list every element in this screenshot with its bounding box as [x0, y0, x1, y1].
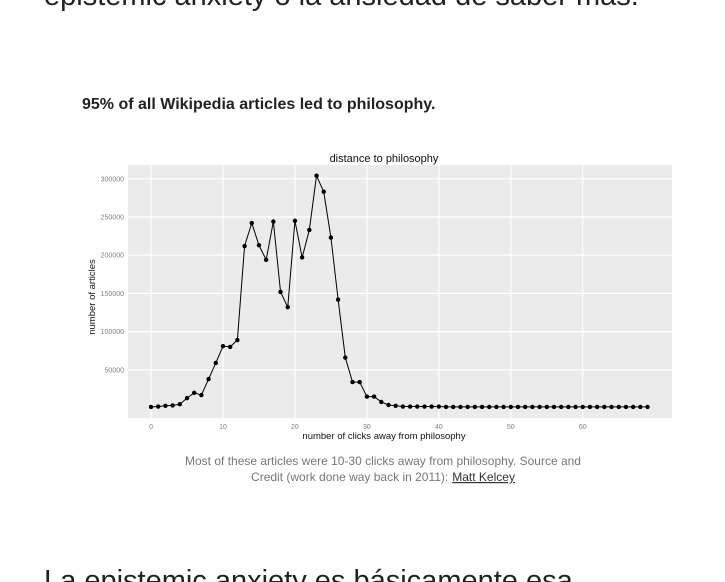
point	[451, 404, 456, 410]
point	[292, 218, 298, 223]
point	[256, 243, 262, 248]
x-tick-label: 10	[219, 424, 227, 431]
point	[278, 289, 283, 295]
x-tick-label: 0	[149, 424, 153, 431]
point	[515, 404, 521, 410]
x-tick-label: 50	[507, 424, 515, 431]
y-tick-label: 200000	[101, 253, 124, 260]
point	[638, 404, 643, 410]
point	[263, 257, 269, 262]
point	[379, 399, 384, 405]
plot-background	[128, 165, 672, 418]
point	[573, 404, 578, 410]
y-tick-label: 50000	[105, 367, 125, 374]
y-tick-label: 250000	[101, 214, 124, 221]
point	[321, 189, 326, 194]
point	[328, 235, 334, 240]
point	[184, 395, 190, 401]
y-tick-label: 300000	[101, 176, 124, 183]
point	[235, 337, 240, 343]
x-axis-label: number of clicks away from philosophy	[302, 431, 465, 442]
x-tick-label: 30	[363, 424, 371, 431]
point	[465, 404, 470, 410]
x-tick-label: 40	[435, 424, 443, 431]
point	[249, 220, 254, 226]
point	[602, 404, 607, 410]
point	[213, 360, 218, 366]
point	[156, 404, 161, 409]
point	[508, 404, 514, 410]
point	[271, 219, 276, 224]
point	[400, 404, 406, 409]
point	[544, 404, 549, 410]
point	[343, 355, 348, 360]
point	[523, 404, 528, 410]
point	[285, 304, 290, 310]
point	[494, 404, 499, 410]
point	[580, 404, 585, 410]
point	[206, 376, 211, 382]
point	[472, 404, 478, 410]
point	[335, 297, 341, 302]
point	[407, 404, 413, 409]
heading: 95% of all Wikipedia articles led to phi…	[82, 96, 435, 113]
chart-title: distance to philosophy	[330, 153, 439, 165]
point	[393, 403, 398, 408]
point	[551, 404, 557, 410]
point	[199, 392, 204, 398]
point	[364, 394, 370, 399]
point	[609, 404, 614, 410]
point	[163, 403, 168, 408]
point	[501, 404, 506, 410]
point	[415, 404, 420, 409]
caption-text: Credit (work done way back in 2011):	[251, 470, 448, 484]
point	[458, 404, 463, 410]
point	[220, 343, 226, 349]
point	[537, 404, 542, 410]
point	[350, 379, 355, 385]
point	[436, 404, 442, 409]
point	[242, 243, 247, 249]
point	[487, 404, 492, 410]
y-axis-label: number of articles	[87, 259, 98, 335]
point	[616, 404, 621, 410]
y-tick-label: 100000	[101, 329, 124, 336]
x-tick-label: 20	[291, 424, 299, 431]
caption: Credit (work done way back in 2011): Matt…	[251, 470, 515, 484]
point	[479, 404, 485, 410]
x-tick-label: 60	[579, 424, 587, 431]
point	[357, 379, 362, 385]
point	[429, 404, 434, 409]
point	[386, 402, 391, 408]
point	[594, 404, 600, 410]
line	[150, 173, 648, 408]
point	[227, 344, 233, 350]
point	[566, 404, 571, 410]
point	[371, 394, 377, 399]
point	[623, 404, 629, 410]
point	[422, 404, 427, 409]
paragraph-bottom: La epistemic anxiety es básicamente esa	[44, 565, 574, 582]
paragraph-top: epistemic anxiety o la ansiedad de saber…	[44, 0, 639, 12]
point	[148, 404, 154, 410]
point	[192, 390, 197, 395]
point	[307, 227, 312, 233]
caption: Most of these articles were 10-30 clicks…	[185, 454, 581, 468]
point	[558, 404, 564, 410]
point	[170, 403, 175, 408]
caption-link[interactable]: Matt Kelcey	[452, 470, 515, 484]
chart: 50000 100000 150000 200000 250000 300000 0 10 20…	[101, 165, 672, 431]
point	[177, 402, 183, 407]
y-tick-label: 150000	[101, 291, 124, 298]
point	[587, 404, 593, 410]
point	[443, 404, 449, 410]
point	[630, 404, 636, 410]
point	[530, 404, 535, 410]
point	[314, 173, 319, 178]
point	[299, 255, 305, 260]
point	[645, 404, 650, 410]
